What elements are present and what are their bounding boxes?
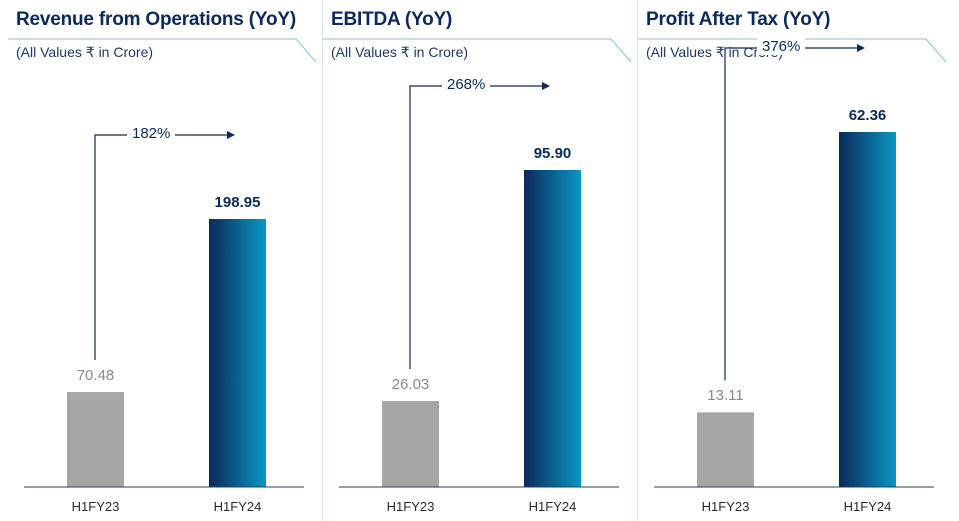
category-label-previous: H1FY23 [71, 499, 120, 514]
title-decoration-line [8, 38, 317, 63]
title-decoration-line [638, 38, 947, 63]
growth-connector-line [409, 85, 542, 369]
chart-title: Revenue from Operations (YoY) [16, 9, 296, 30]
data-label-current: 198.95 [214, 194, 261, 211]
growth-connector-line [724, 47, 857, 381]
growth-arrow-head [227, 131, 235, 139]
bar-current [209, 219, 266, 487]
chart-panel-ebitda: EBITDA (YoY) (All Values ₹ in Crore) 268… [323, 0, 632, 521]
data-label-previous: 13.11 [707, 387, 744, 405]
panel-divider [322, 0, 323, 521]
growth-label: 268% [442, 76, 491, 93]
category-label-current: H1FY24 [843, 499, 892, 514]
bar-current [839, 132, 896, 487]
growth-connector-line [94, 134, 227, 361]
data-label-previous: 26.03 [391, 375, 430, 393]
title-decoration-line [323, 38, 632, 63]
data-label-current: 95.90 [533, 145, 572, 162]
category-label-current: H1FY24 [528, 499, 577, 514]
panel-divider [637, 0, 638, 521]
category-label-previous: H1FY23 [701, 499, 750, 514]
category-label-current: H1FY24 [213, 499, 262, 514]
chart-title: Profit After Tax (YoY) [646, 9, 831, 30]
chart-svg [638, 38, 947, 488]
category-label-previous: H1FY23 [386, 499, 435, 514]
data-label-previous: 70.48 [76, 367, 115, 385]
chart-title: EBITDA (YoY) [331, 9, 453, 30]
bar-current [524, 170, 581, 487]
growth-label: 182% [127, 125, 176, 142]
growth-arrow-head [542, 82, 550, 90]
bar-previous [67, 392, 124, 487]
bar-previous [697, 412, 754, 487]
chart-subtitle: (All Values ₹ in Crore) [331, 44, 469, 60]
chart-svg [8, 38, 317, 488]
bar-previous [382, 400, 439, 487]
chart-subtitle: (All Values ₹ in Crore) [16, 44, 154, 60]
chart-svg [323, 38, 632, 488]
growth-label: 376% [757, 38, 806, 55]
growth-arrow-head [857, 44, 865, 52]
data-label-current: 62.36 [848, 107, 887, 124]
chart-panel-revenue: Revenue from Operations (YoY) (All Value… [8, 0, 317, 521]
chart-panel-pat: Profit After Tax (YoY) (All Values ₹ in … [638, 0, 947, 521]
